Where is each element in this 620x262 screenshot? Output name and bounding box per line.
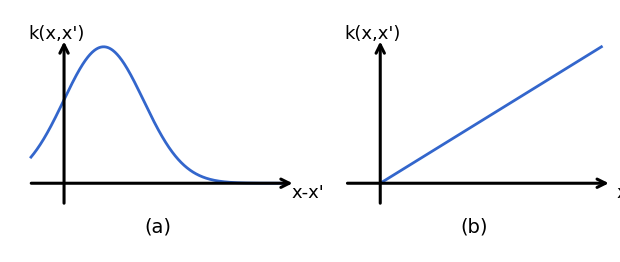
Text: k(x,x'): k(x,x') — [345, 25, 401, 43]
Text: x-x': x-x' — [291, 184, 324, 202]
Text: k(x,x'): k(x,x') — [29, 25, 85, 43]
Text: (b): (b) — [461, 218, 488, 237]
Text: (a): (a) — [144, 218, 172, 237]
Text: x: x — [616, 184, 620, 202]
